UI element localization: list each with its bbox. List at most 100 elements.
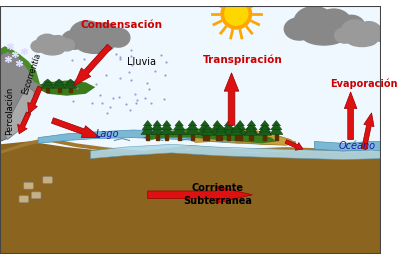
Polygon shape: [222, 125, 235, 135]
Polygon shape: [232, 125, 240, 129]
Polygon shape: [5, 87, 34, 140]
Polygon shape: [245, 127, 256, 132]
FancyArrow shape: [344, 92, 357, 140]
Polygon shape: [199, 122, 210, 130]
Text: Escorrentía: Escorrentía: [21, 52, 43, 96]
Ellipse shape: [89, 23, 118, 46]
Polygon shape: [90, 144, 381, 160]
Bar: [146, 134, 149, 140]
Polygon shape: [258, 125, 272, 135]
FancyArrow shape: [28, 86, 42, 114]
Polygon shape: [314, 141, 381, 151]
Bar: [191, 134, 194, 140]
Text: Transpiración: Transpiración: [203, 55, 283, 65]
Polygon shape: [152, 122, 163, 130]
Bar: [275, 134, 278, 140]
Bar: [58, 88, 60, 92]
Polygon shape: [234, 122, 246, 130]
Circle shape: [225, 2, 248, 25]
Polygon shape: [190, 128, 295, 145]
Polygon shape: [0, 46, 40, 84]
Polygon shape: [0, 141, 381, 254]
Bar: [165, 134, 168, 140]
Ellipse shape: [60, 39, 74, 51]
FancyArrow shape: [285, 140, 303, 150]
Bar: [46, 88, 49, 92]
Text: Océano: Océano: [338, 141, 375, 151]
Polygon shape: [260, 120, 269, 126]
Bar: [249, 135, 252, 140]
Polygon shape: [187, 122, 198, 130]
Polygon shape: [150, 125, 164, 135]
Polygon shape: [162, 120, 171, 126]
Polygon shape: [215, 127, 227, 132]
Bar: [239, 134, 242, 140]
Polygon shape: [41, 82, 54, 88]
Bar: [206, 135, 209, 140]
Polygon shape: [259, 127, 270, 132]
Ellipse shape: [62, 30, 87, 49]
Polygon shape: [52, 82, 66, 88]
Polygon shape: [245, 125, 258, 135]
Polygon shape: [40, 80, 95, 96]
Polygon shape: [247, 120, 256, 126]
Ellipse shape: [302, 25, 346, 45]
Polygon shape: [38, 130, 295, 144]
Polygon shape: [260, 125, 269, 129]
Ellipse shape: [70, 21, 104, 46]
Polygon shape: [66, 79, 75, 82]
Bar: [264, 135, 266, 140]
Text: Lluvia: Lluvia: [126, 57, 156, 67]
FancyArrow shape: [224, 73, 239, 125]
Polygon shape: [234, 125, 247, 135]
Text: Corriente
Subterranea: Corriente Subterranea: [183, 183, 252, 206]
Ellipse shape: [107, 28, 130, 47]
Polygon shape: [143, 120, 152, 126]
Polygon shape: [214, 128, 228, 135]
Ellipse shape: [316, 9, 351, 36]
Text: Percolación: Percolación: [5, 87, 14, 135]
Polygon shape: [55, 79, 63, 82]
Polygon shape: [213, 120, 222, 126]
Polygon shape: [160, 125, 174, 135]
Bar: [220, 135, 222, 140]
FancyBboxPatch shape: [32, 192, 41, 199]
FancyBboxPatch shape: [43, 177, 52, 183]
Polygon shape: [153, 120, 162, 126]
Polygon shape: [259, 122, 270, 130]
Bar: [204, 134, 206, 140]
Text: Evaporación: Evaporación: [330, 79, 398, 89]
Polygon shape: [258, 128, 272, 135]
Polygon shape: [244, 128, 257, 135]
Polygon shape: [223, 122, 234, 130]
Ellipse shape: [342, 20, 369, 41]
Polygon shape: [0, 138, 381, 155]
Polygon shape: [64, 82, 77, 88]
Bar: [156, 134, 159, 140]
FancyArrow shape: [148, 186, 252, 203]
FancyBboxPatch shape: [19, 196, 28, 203]
Ellipse shape: [48, 36, 67, 50]
FancyArrow shape: [18, 112, 31, 134]
Ellipse shape: [40, 44, 64, 55]
Polygon shape: [236, 120, 244, 126]
Text: Lago: Lago: [95, 129, 119, 139]
Polygon shape: [188, 120, 197, 126]
Circle shape: [221, 0, 252, 29]
Polygon shape: [143, 128, 276, 143]
Polygon shape: [0, 49, 40, 141]
Text: Condensación: Condensación: [81, 20, 163, 30]
Bar: [250, 134, 253, 140]
Polygon shape: [161, 122, 172, 130]
Ellipse shape: [76, 37, 114, 53]
Polygon shape: [246, 125, 255, 129]
Polygon shape: [210, 125, 224, 135]
FancyArrow shape: [73, 44, 112, 86]
Polygon shape: [272, 120, 280, 126]
Ellipse shape: [284, 18, 314, 40]
Bar: [69, 88, 72, 92]
FancyArrow shape: [362, 113, 374, 150]
Ellipse shape: [294, 6, 334, 36]
Polygon shape: [172, 125, 186, 135]
Bar: [216, 134, 219, 140]
